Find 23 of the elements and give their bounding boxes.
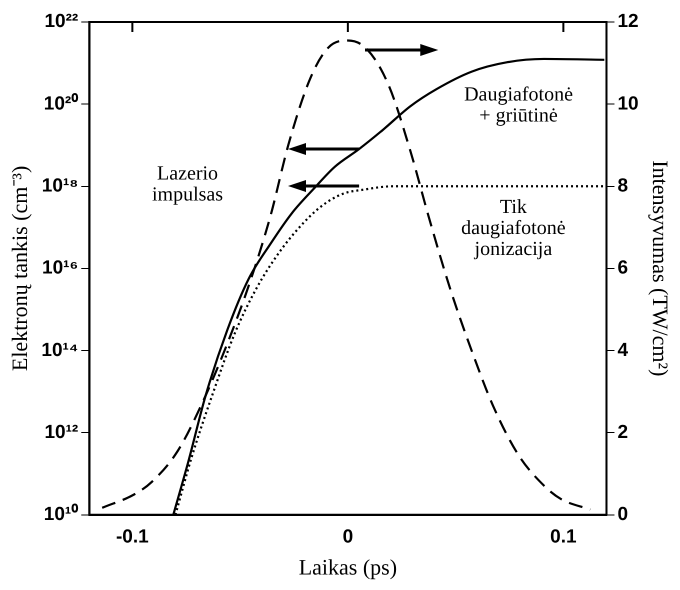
y-tick-label: 10¹⁸ <box>42 176 78 196</box>
y-tick-label: 10¹² <box>44 422 78 443</box>
annotation: Daugiafotonė + griūtinė <box>464 84 574 127</box>
x-tick-label: 0 <box>342 526 354 548</box>
y-tick-label: 10²² <box>44 11 78 32</box>
y-tick-label: 10¹⁶ <box>42 258 78 279</box>
y2-tick-label: 4 <box>617 340 628 361</box>
x-tick-label: 0.1 <box>550 526 577 548</box>
y2-tick-label: 8 <box>617 176 628 196</box>
y2-tick-label: 10 <box>617 93 639 114</box>
annotation: Tik daugiafotonė jonizacija <box>461 196 566 260</box>
y-tick-label: 10²⁰ <box>44 92 78 114</box>
x-tick-label: -0.1 <box>116 526 150 548</box>
y2-tick-label: 2 <box>617 422 628 443</box>
y-tick-label: 10¹⁰ <box>44 503 78 526</box>
y2-tick-label: 12 <box>617 11 639 32</box>
x-axis-title: Laikas (ps) <box>298 554 398 580</box>
y-tick-label: 10¹⁴ <box>41 340 78 361</box>
annotation: Lazerio impulsas <box>152 162 224 206</box>
y2-tick-label: 6 <box>617 258 628 279</box>
y2-tick-label: 0 <box>617 504 628 526</box>
y2-axis-title: Intensyvumas (TW/cm²) <box>648 160 674 376</box>
y-axis-title: Elektronų tankis (cm⁻³) <box>6 166 32 372</box>
